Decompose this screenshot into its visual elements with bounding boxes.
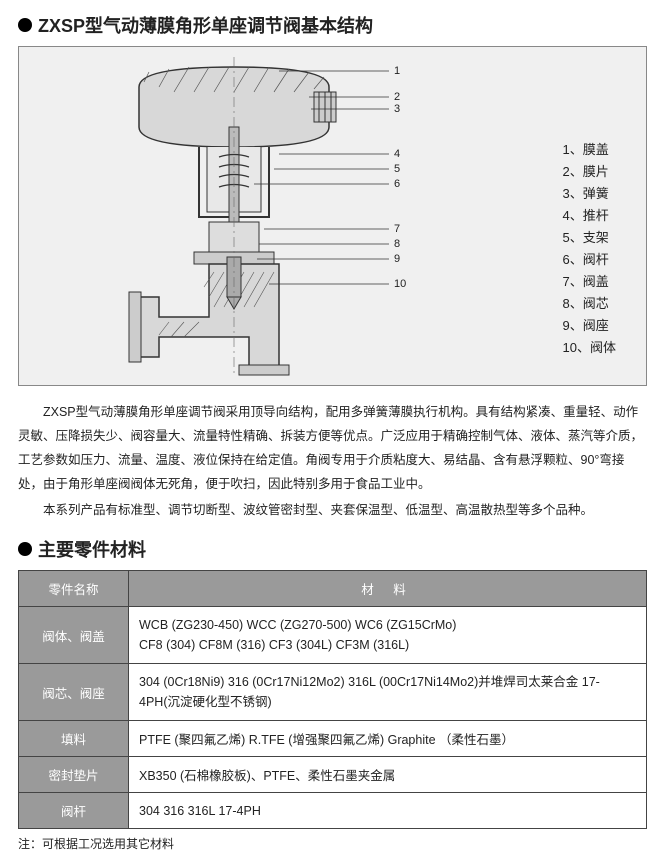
- cell-material: 304 316 316L 17-4PH: [129, 793, 647, 829]
- legend-item: 1、膜盖: [563, 139, 617, 161]
- th-part: 零件名称: [19, 571, 129, 607]
- cell-part: 填料: [19, 721, 129, 757]
- materials-table: 零件名称 材 料 阀体、阀盖 WCB (ZG230-450) WCC (ZG27…: [18, 570, 647, 829]
- legend-item: 9、阀座: [563, 315, 617, 337]
- cell-part: 阀芯、阀座: [19, 664, 129, 721]
- cell-part: 阀体、阀盖: [19, 607, 129, 664]
- cell-material: PTFE (聚四氟乙烯) R.TFE (增强聚四氟乙烯) Graphite （柔…: [129, 721, 647, 757]
- cell-material: XB350 (石棉橡胶板)、PTFE、柔性石墨夹金属: [129, 757, 647, 793]
- desc-paragraph: 本系列产品有标准型、调节切断型、波纹管密封型、夹套保温型、低温型、高温散热型等多…: [18, 498, 647, 522]
- table-row: 阀体、阀盖 WCB (ZG230-450) WCC (ZG270-500) WC…: [19, 607, 647, 664]
- table-row: 阀芯、阀座 304 (0Cr18Ni9) 316 (0Cr17Ni12Mo2) …: [19, 664, 647, 721]
- th-material: 材 料: [129, 571, 647, 607]
- legend-list: 1、膜盖 2、膜片 3、弹簧 4、推杆 5、支架 6、阀杆 7、阀盖 8、阀芯 …: [563, 139, 617, 359]
- desc-paragraph: ZXSP型气动薄膜角形单座调节阀采用顶导向结构，配用多弹簧薄膜执行机构。具有结构…: [18, 400, 647, 496]
- title-text: ZXSP型气动薄膜角形单座调节阀基本结构: [38, 12, 373, 38]
- callout-num: 9: [394, 253, 400, 265]
- section-title-structure: ZXSP型气动薄膜角形单座调节阀基本结构: [18, 12, 647, 38]
- legend-item: 3、弹簧: [563, 183, 617, 205]
- callout-num: 5: [394, 163, 400, 175]
- legend-item: 4、推杆: [563, 205, 617, 227]
- cell-part: 密封垫片: [19, 757, 129, 793]
- legend-item: 2、膜片: [563, 161, 617, 183]
- callout-num: 3: [394, 103, 400, 115]
- callout-num: 6: [394, 178, 400, 190]
- table-row: 密封垫片 XB350 (石棉橡胶板)、PTFE、柔性石墨夹金属: [19, 757, 647, 793]
- callout-num: 2: [394, 91, 400, 103]
- diagram-container: 1 2 3 4 5 6 7 8 9 10 1、膜盖 2、膜片 3、弹簧 4、推杆…: [18, 46, 647, 386]
- callout-num: 10: [394, 278, 406, 290]
- cell-material: WCB (ZG230-450) WCC (ZG270-500) WC6 (ZG1…: [129, 607, 647, 664]
- cell-part: 阀杆: [19, 793, 129, 829]
- callout-num: 4: [394, 148, 400, 160]
- callout-lines: 1 2 3 4 5 6 7 8 9 10: [249, 59, 439, 379]
- legend-item: 8、阀芯: [563, 293, 617, 315]
- callout-num: 1: [394, 65, 400, 77]
- legend-item: 7、阀盖: [563, 271, 617, 293]
- table-row: 阀杆 304 316 316L 17-4PH: [19, 793, 647, 829]
- legend-item: 6、阀杆: [563, 249, 617, 271]
- callout-num: 8: [394, 238, 400, 250]
- table-row: 填料 PTFE (聚四氟乙烯) R.TFE (增强聚四氟乙烯) Graphite…: [19, 721, 647, 757]
- section-title-materials: 主要零件材料: [18, 536, 647, 562]
- title-text: 主要零件材料: [38, 536, 146, 562]
- legend-item: 5、支架: [563, 227, 617, 249]
- description-block: ZXSP型气动薄膜角形单座调节阀采用顶导向结构，配用多弹簧薄膜执行机构。具有结构…: [18, 400, 647, 522]
- footnote: 注：可根据工况选用其它材料: [18, 835, 647, 852]
- legend-item: 10、阀体: [563, 337, 617, 359]
- cell-material: 304 (0Cr18Ni9) 316 (0Cr17Ni12Mo2) 316L (…: [129, 664, 647, 721]
- callout-num: 7: [394, 223, 400, 235]
